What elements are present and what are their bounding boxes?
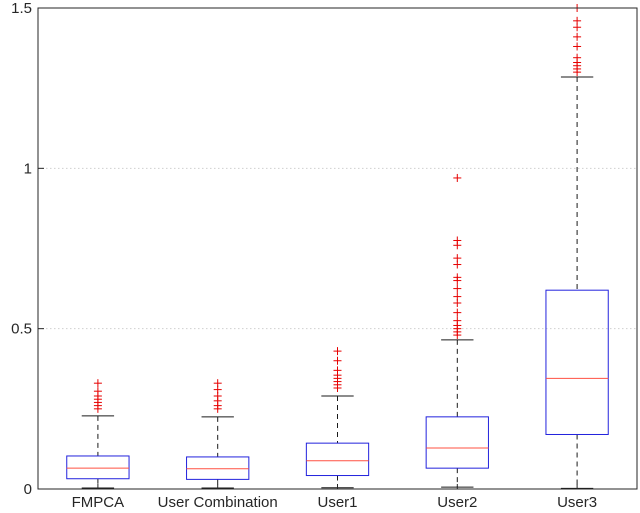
iqr-box: [425, 416, 489, 469]
x-tick-label: User1: [317, 494, 357, 511]
iqr-box: [66, 455, 130, 480]
y-tick-label: 0: [24, 481, 32, 498]
iqr-box: [545, 289, 609, 435]
plot-border: [37, 7, 638, 490]
x-tick-label: User Combination: [158, 494, 278, 511]
x-tick-label: User3: [557, 494, 597, 511]
y-tick-label: 1: [24, 160, 32, 177]
x-tick-label: FMPCA: [72, 494, 125, 511]
iqr-box: [186, 456, 250, 480]
iqr-box: [305, 442, 370, 477]
box-group-1: [66, 379, 130, 489]
y-tick-label: 1.5: [11, 0, 32, 17]
y-tick-label: 0.5: [11, 321, 32, 338]
x-tick-label: User2: [437, 494, 477, 511]
